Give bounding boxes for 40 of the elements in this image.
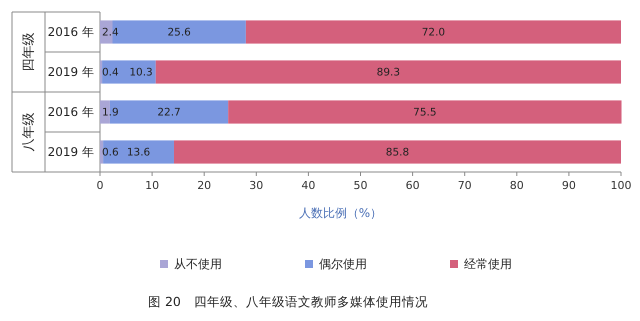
bar bbox=[228, 100, 622, 124]
x-tick-label: 0 bbox=[96, 179, 104, 192]
data-label: 2.4 bbox=[102, 26, 120, 39]
bar bbox=[103, 140, 174, 164]
legend-label: 偶尔使用 bbox=[319, 257, 367, 272]
x-tick-label: 100 bbox=[610, 179, 632, 192]
data-label: 0.4 bbox=[102, 66, 120, 79]
x-tick-label: 10 bbox=[145, 179, 160, 192]
x-tick-label: 90 bbox=[562, 179, 576, 192]
data-label: 89.3 bbox=[376, 66, 400, 79]
x-tick-label: 50 bbox=[354, 179, 368, 192]
x-tick-label: 40 bbox=[301, 179, 316, 192]
data-label: 85.8 bbox=[386, 146, 410, 159]
y-tick-label: 2016 年 bbox=[48, 25, 94, 40]
x-tick-label: 20 bbox=[197, 179, 212, 192]
x-tick-label: 70 bbox=[458, 179, 472, 192]
data-label: 72.0 bbox=[422, 26, 446, 39]
x-tick-label: 60 bbox=[406, 179, 420, 192]
text: 八年级 bbox=[22, 112, 37, 152]
y-tick-label: 2019 年 bbox=[48, 65, 94, 80]
data-label: 13.6 bbox=[126, 146, 151, 159]
legend-label: 经常使用 bbox=[464, 257, 512, 272]
data-label: 1.9 bbox=[102, 106, 119, 119]
data-label: 0.6 bbox=[102, 146, 120, 159]
bar bbox=[246, 20, 621, 44]
bar bbox=[100, 140, 104, 164]
x-tick-label: 80 bbox=[510, 179, 524, 192]
y-tick-label: 2019 年 bbox=[48, 145, 94, 160]
text: 四年级 bbox=[22, 32, 37, 72]
bar bbox=[174, 140, 621, 164]
bar bbox=[156, 60, 621, 84]
data-label: 22.7 bbox=[157, 106, 181, 119]
x-axis-title: 人数比例（%） bbox=[298, 206, 382, 220]
data-label: 25.6 bbox=[167, 26, 192, 39]
data-label: 75.5 bbox=[413, 106, 437, 119]
legend-label: 从不使用 bbox=[174, 257, 222, 272]
text: 图 20 四年级、八年级语文教师多媒体使用情况 bbox=[148, 294, 428, 309]
y-tick-label: 2016 年 bbox=[48, 105, 94, 120]
data-label: 10.3 bbox=[129, 66, 153, 79]
x-tick-label: 30 bbox=[249, 179, 264, 192]
